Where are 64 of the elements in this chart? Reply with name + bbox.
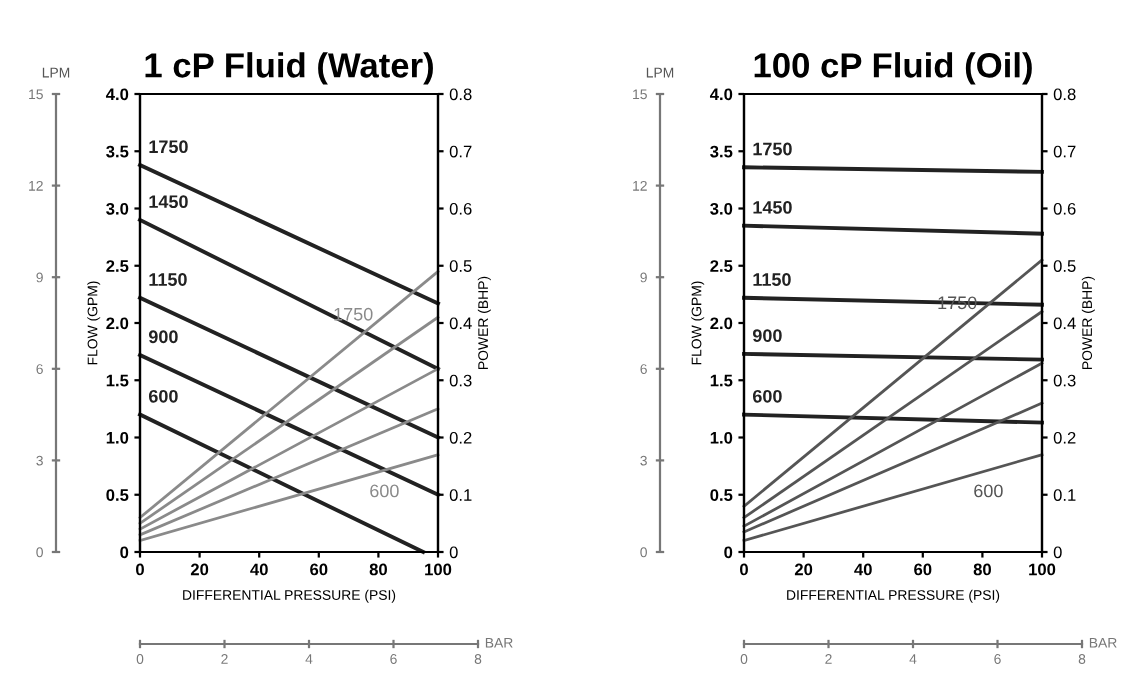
y2-tick-label: 0.8 bbox=[449, 88, 472, 101]
y2-tick-label: 0.8 bbox=[1053, 88, 1076, 101]
series-label: 1750 bbox=[938, 296, 977, 310]
y-tick-label: 3.0 bbox=[106, 202, 129, 215]
y-tick-label: 1.0 bbox=[106, 431, 129, 444]
series-label: 1450 bbox=[753, 200, 792, 214]
y-tick-label: 3.5 bbox=[710, 145, 733, 158]
x-tick-label: 80 bbox=[369, 563, 387, 576]
y-tick-label: 0.5 bbox=[106, 489, 129, 501]
y2-tick-label: 0.5 bbox=[449, 260, 472, 272]
series-label: 1750 bbox=[149, 140, 188, 154]
x-tick-label: 40 bbox=[854, 563, 872, 576]
y2-tick-label: 0 bbox=[449, 546, 458, 559]
y2-tick-label: 0.4 bbox=[449, 317, 472, 330]
y2-tick-label: 0.4 bbox=[1053, 317, 1076, 330]
y-tick-label: 0 bbox=[120, 546, 129, 559]
series-label: 600 bbox=[148, 389, 178, 403]
y2-tick-label: 0.6 bbox=[449, 202, 472, 215]
x-tick-label: 40 bbox=[250, 563, 268, 576]
y-tick-label: 0 bbox=[724, 546, 733, 559]
y2-tick-label: 0.3 bbox=[1053, 374, 1076, 387]
y-tick-label: 3.5 bbox=[106, 145, 129, 158]
y-tick-label: 1.5 bbox=[106, 374, 129, 387]
x-tick-label: 20 bbox=[190, 563, 209, 576]
y2-tick-label: 0.2 bbox=[449, 431, 472, 444]
y-tick-label: 2.5 bbox=[106, 260, 129, 272]
y-tick-label: 2.0 bbox=[106, 317, 129, 330]
x-tick-label: 0 bbox=[740, 563, 748, 576]
chart-title: 1 cP Fluid (Water) bbox=[145, 52, 433, 85]
y2-tick-label: 0.7 bbox=[1053, 145, 1076, 158]
y-tick-label: 0.5 bbox=[710, 489, 733, 501]
y2-tick-label: 0.1 bbox=[449, 489, 472, 501]
series-label: 1750 bbox=[334, 307, 373, 321]
series-label: 1150 bbox=[753, 273, 791, 286]
series-label: 900 bbox=[148, 330, 178, 344]
x-tick-label: 60 bbox=[310, 563, 328, 576]
series-label: 600 bbox=[974, 484, 1003, 498]
y-tick-label: 3.0 bbox=[710, 202, 733, 215]
series-label: 1450 bbox=[149, 195, 188, 209]
series-label: 1150 bbox=[149, 273, 187, 286]
series-label: 1750 bbox=[753, 142, 792, 156]
x-tick-label: 0 bbox=[136, 563, 144, 576]
x-tick-label: 80 bbox=[973, 563, 991, 576]
series-label: 600 bbox=[752, 389, 782, 403]
y2-tick-label: 0.7 bbox=[449, 145, 472, 158]
y2-tick-label: 0.1 bbox=[1053, 489, 1076, 501]
y2-tick-label: 0.2 bbox=[1053, 431, 1076, 444]
y-tick-label: 1.5 bbox=[710, 374, 733, 387]
y-tick-label: 2.0 bbox=[710, 317, 733, 330]
x-tick-label: 20 bbox=[794, 563, 813, 576]
y2-tick-label: 0.6 bbox=[1053, 202, 1076, 215]
y-tick-label: 4.0 bbox=[709, 88, 733, 101]
y-tick-label: 4.0 bbox=[105, 88, 129, 101]
y2-tick-label: 0 bbox=[1053, 546, 1062, 559]
y-tick-label: 2.5 bbox=[710, 260, 733, 272]
x-tick-label: 60 bbox=[914, 563, 932, 576]
x-tick-label: 100 bbox=[425, 563, 452, 576]
series-label: 600 bbox=[370, 484, 399, 498]
y-tick-label: 1.0 bbox=[710, 431, 733, 444]
y2-tick-label: 0.5 bbox=[1053, 260, 1076, 272]
chart-title: 100 cP Fluid (Oil) bbox=[754, 52, 1032, 85]
x-tick-label: 100 bbox=[1029, 563, 1056, 576]
series-label: 900 bbox=[752, 329, 782, 343]
y2-tick-label: 0.3 bbox=[449, 374, 472, 387]
